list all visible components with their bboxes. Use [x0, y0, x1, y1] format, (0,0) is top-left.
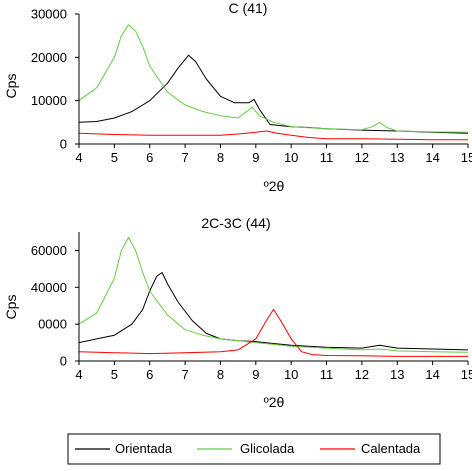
y-tick-label: 0 — [60, 137, 67, 152]
series-line-calentada — [78, 130, 468, 141]
x-tick-label: 14 — [425, 367, 439, 382]
legend-item-glicolada: Glicolada — [197, 441, 295, 456]
x-tick-label: 4 — [75, 150, 82, 165]
x-tick-label: 10 — [284, 150, 298, 165]
x-tick-label: 4 — [75, 367, 82, 382]
legend-item-orientada: Orientada — [75, 441, 173, 456]
legend-label: Orientada — [115, 441, 173, 456]
series-line-orientada — [78, 272, 469, 351]
chart-panel-top: C (41) Cps º2θ 4 5 6 7 8 9 10 11 12 13 14 15 0 10000 2… — [3, 0, 472, 194]
x-tick-label: 15 — [461, 367, 472, 382]
x-tick-label: 7 — [181, 367, 188, 382]
x-tick-label: 9 — [252, 150, 259, 165]
y-tick-label: 0 — [60, 354, 67, 369]
axis-ticks: 4 5 6 7 8 9 10 11 12 13 14 15 0 10000 20000 30000 — [31, 7, 472, 166]
x-tick-label: 5 — [111, 367, 118, 382]
y-tick-label: 60000 — [31, 243, 67, 258]
y-tick-label: 30000 — [31, 7, 67, 22]
series-group — [78, 24, 469, 141]
x-tick-label: 9 — [252, 367, 259, 382]
x-axis-label: º2θ — [264, 394, 285, 410]
x-tick-label: 15 — [461, 150, 472, 165]
legend-item-calentada: Calentada — [320, 441, 421, 456]
x-tick-label: 13 — [390, 150, 404, 165]
x-tick-label: 7 — [181, 150, 188, 165]
series-line-orientada — [78, 54, 469, 134]
legend-box — [67, 433, 441, 465]
x-tick-label: 12 — [355, 150, 369, 165]
chart-panel-bottom: 2C-3C (44) Cps º2θ 4 5 6 7 8 9 10 11 12 13 14 15000… — [3, 215, 472, 410]
x-tick-label: 8 — [217, 367, 224, 382]
y-axis-label: Cps — [3, 74, 19, 99]
axes — [78, 232, 468, 362]
x-tick-label: 10 — [284, 367, 298, 382]
x-tick-label: 11 — [320, 367, 334, 382]
legend-label: Glicolada — [240, 441, 295, 456]
x-tick-label: 6 — [146, 150, 153, 165]
x-tick-label: 6 — [146, 367, 153, 382]
series-line-calentada — [78, 308, 468, 357]
x-tick-label: 8 — [217, 150, 224, 165]
y-tick-label: 20000 — [31, 50, 67, 65]
y-tick-label: 40000 — [31, 280, 67, 295]
legend-label: Calentada — [361, 441, 421, 456]
chart-title: C (41) — [229, 0, 268, 16]
y-tick-label: 0000 — [38, 317, 67, 332]
series-group — [78, 237, 469, 357]
chart-title: 2C-3C (44) — [201, 215, 270, 231]
x-tick-label: 13 — [390, 367, 404, 382]
x-tick-label: 14 — [425, 150, 439, 165]
x-tick-label: 11 — [320, 150, 334, 165]
y-tick-label: 10000 — [31, 93, 67, 108]
legend: Orientada Glicolada Calentada — [67, 433, 441, 465]
x-tick-label: 5 — [111, 150, 118, 165]
series-line-glicolada — [78, 24, 469, 133]
y-axis-label: Cps — [3, 295, 19, 320]
axes — [78, 14, 468, 145]
x-axis-label: º2θ — [264, 178, 285, 194]
series-line-glicolada — [78, 237, 469, 353]
x-tick-label: 12 — [355, 367, 369, 382]
